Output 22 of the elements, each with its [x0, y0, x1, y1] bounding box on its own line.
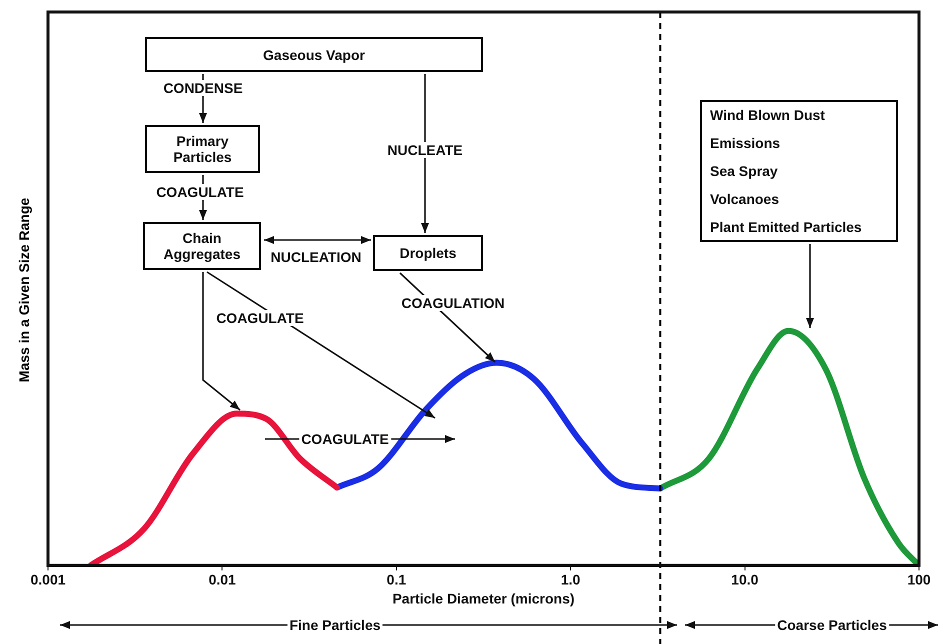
text: Chain Aggregates	[143, 222, 261, 270]
text: Gaseous Vapor	[145, 37, 483, 72]
x-tick-label: 0.01	[208, 572, 236, 588]
text: COAGULATE	[154, 184, 246, 200]
text: CONDENSE	[161, 80, 245, 96]
text: Droplets	[373, 235, 483, 271]
x-tick-label: 100	[907, 572, 931, 588]
text: COAGULATE	[214, 310, 306, 326]
y-axis-title: Mass in a Given Size Range	[16, 198, 32, 382]
text: Coarse Particles	[775, 617, 889, 633]
text: COAGULATION	[399, 295, 507, 311]
x-axis-title: Particle Diameter (microns)	[392, 590, 575, 606]
x-tick-label: 0.001	[30, 572, 66, 588]
text: NUCLEATE	[385, 142, 465, 158]
text: Fine Particles	[287, 617, 383, 633]
x-tick-label: 1.0	[560, 572, 581, 588]
text: NUCLEATION	[268, 249, 364, 265]
x-tick-label: 10.0	[731, 572, 759, 588]
text: Primary Particles	[145, 125, 260, 173]
x-tick-label: 0.1	[386, 572, 406, 588]
annotation: COAGULATE	[299, 431, 391, 447]
text: Wind Blown Dust Emissions Sea Spray Volcanoes Plant Emitted Particles	[700, 100, 898, 242]
